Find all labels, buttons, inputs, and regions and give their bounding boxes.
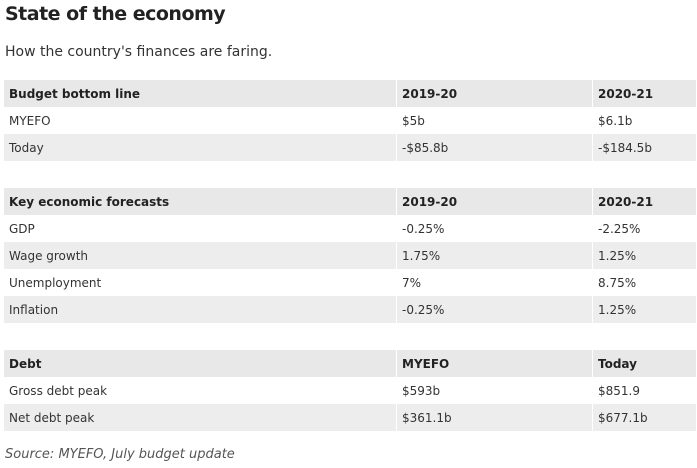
forecasts-table: Key economic forecasts 2019-20 2020-21 G… xyxy=(4,188,696,323)
column-header-year-1: 2019-20 xyxy=(397,80,593,107)
cell-value: -$184.5b xyxy=(598,140,652,155)
budget-table: Budget bottom line 2019-20 2020-21 MYEFO… xyxy=(4,80,696,161)
row-label: Today xyxy=(4,134,397,161)
cell-value: -0.25% xyxy=(397,215,593,242)
table-header-row: Key economic forecasts 2019-20 2020-21 xyxy=(4,188,696,215)
column-header-year-2: 2020-21 xyxy=(598,86,654,101)
column-header-year-2: 2020-21 xyxy=(598,194,654,209)
row-label: GDP xyxy=(4,215,397,242)
cell-value: 1.25% xyxy=(598,248,637,263)
row-label: Net debt peak xyxy=(4,404,397,431)
table-row: Inflation -0.25% 1.25% xyxy=(4,296,696,323)
column-header-label: Budget bottom line xyxy=(4,80,397,107)
cell-value: $593b xyxy=(397,377,593,404)
page-subtitle: How the country's finances are faring. xyxy=(5,44,273,60)
row-label: Gross debt peak xyxy=(4,377,397,404)
column-header-label: Key economic forecasts xyxy=(4,188,397,215)
table-row: Gross debt peak $593b $851.9 xyxy=(4,377,696,404)
column-header-label: Debt xyxy=(4,350,397,377)
table-row: Unemployment 7% 8.75% xyxy=(4,269,696,296)
source-note: Source: MYEFO, July budget update xyxy=(5,447,235,462)
page-title: State of the economy xyxy=(5,3,226,25)
table-row: Today -$85.8b -$184.5b xyxy=(4,134,696,161)
cell-value: 1.75% xyxy=(397,242,593,269)
cell-value: $361.1b xyxy=(397,404,593,431)
row-label: Wage growth xyxy=(4,242,397,269)
cell-value: $851.9 xyxy=(598,383,640,398)
table-header-row: Budget bottom line 2019-20 2020-21 xyxy=(4,80,696,107)
cell-value: -$85.8b xyxy=(397,134,593,161)
table-row: MYEFO $5b $6.1b xyxy=(4,107,696,134)
cell-value: $6.1b xyxy=(598,113,633,128)
table-row: Net debt peak $361.1b $677.1b xyxy=(4,404,696,431)
debt-table: Debt MYEFO Today Gross debt peak $593b $… xyxy=(4,350,696,431)
cell-value: 7% xyxy=(397,269,593,296)
row-label: MYEFO xyxy=(4,107,397,134)
cell-value: $5b xyxy=(397,107,593,134)
cell-value: -0.25% xyxy=(397,296,593,323)
column-header-myefo: MYEFO xyxy=(397,350,593,377)
cell-value: $677.1b xyxy=(598,410,648,425)
cell-value: 1.25% xyxy=(598,302,637,317)
column-header-today: Today xyxy=(598,356,637,371)
cell-value: -2.25% xyxy=(598,221,641,236)
column-header-year-1: 2019-20 xyxy=(397,188,593,215)
table-header-row: Debt MYEFO Today xyxy=(4,350,696,377)
table-row: GDP -0.25% -2.25% xyxy=(4,215,696,242)
row-label: Inflation xyxy=(4,296,397,323)
table-row: Wage growth 1.75% 1.25% xyxy=(4,242,696,269)
row-label: Unemployment xyxy=(4,269,397,296)
cell-value: 8.75% xyxy=(598,275,637,290)
